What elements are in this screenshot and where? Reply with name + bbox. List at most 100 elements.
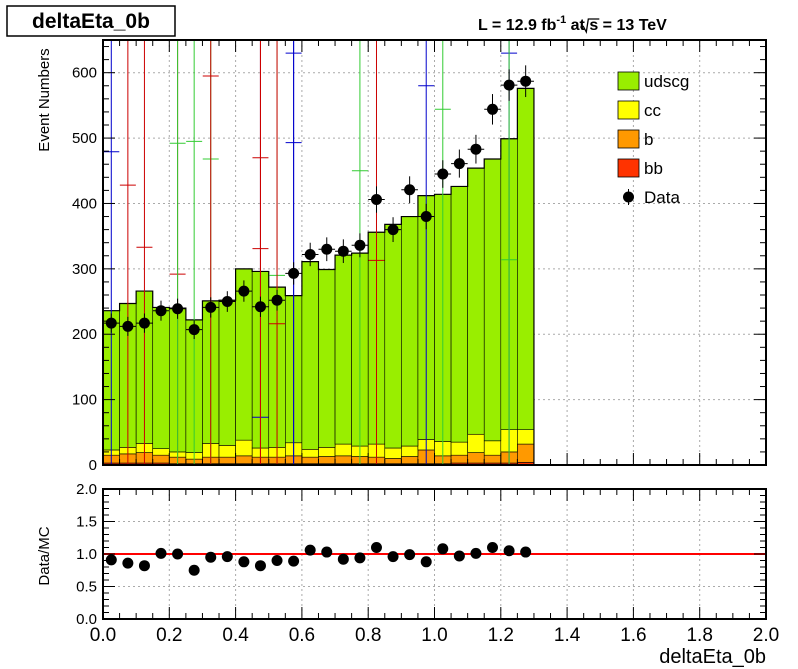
bar-b — [517, 443, 535, 463]
ratio-point — [205, 551, 217, 563]
data-point — [271, 294, 283, 306]
data-point — [404, 184, 416, 196]
bar-udscg — [334, 254, 352, 445]
legend-swatch-bb — [617, 158, 640, 178]
bar-cc — [235, 439, 253, 457]
ratio-point — [337, 553, 349, 565]
bar-b — [334, 455, 352, 464]
ratio-x-tick-label: 1.8 — [686, 625, 712, 646]
ratio-point — [238, 556, 250, 568]
legend-label-data: Data — [644, 188, 680, 207]
canvas-title-box: deltaEta_0b — [6, 5, 176, 37]
bar-cc — [152, 448, 170, 456]
ratio-point — [520, 546, 532, 558]
main-y-axis: 0 100 200 300 400 500 600 — [72, 46, 766, 474]
bar-udscg — [301, 261, 319, 450]
ratio-point — [288, 555, 300, 567]
bar-b — [218, 456, 236, 464]
bar-cc — [483, 440, 502, 456]
data-point — [138, 317, 150, 329]
bar-udscg — [218, 299, 236, 446]
legend-swatch-b — [617, 129, 640, 149]
main-y-tick-label: 100 — [72, 392, 97, 409]
main-y-tick-label: 600 — [72, 65, 97, 82]
data-point — [172, 303, 184, 315]
bar-b — [483, 454, 502, 464]
data-point — [354, 239, 366, 251]
data-point — [188, 324, 200, 336]
main-y-tick-label: 300 — [72, 261, 97, 278]
main-x-ticks — [102, 40, 767, 465]
bar-cc — [384, 447, 402, 459]
data-point — [370, 194, 382, 206]
bar-udscg — [384, 224, 402, 449]
ratio-y-axis: 0.0 0.5 1.0 1.5 2.0 — [76, 481, 766, 628]
ratio-point — [404, 549, 416, 561]
ratio-point — [453, 550, 465, 562]
main-pad: 0 100 200 300 400 500 600 Event Numbers udscg c… — [36, 39, 767, 474]
bar-b — [450, 454, 468, 464]
ratio-y-tick-label: 1.5 — [76, 514, 97, 531]
bar-b — [467, 452, 485, 464]
bar-udscg — [467, 167, 485, 435]
bar-udscg — [152, 307, 170, 449]
bar-cc — [450, 441, 468, 456]
bar-b — [384, 458, 402, 464]
ratio-point — [370, 542, 382, 553]
ratio-x-tick-label: 0.2 — [156, 625, 182, 646]
bar-cc — [301, 449, 319, 458]
data-point — [387, 224, 399, 236]
legend-label-udscg: udscg — [644, 72, 689, 91]
sqrt-arg: s — [589, 17, 598, 34]
bar-cc — [467, 433, 485, 453]
stack-total-outline — [102, 87, 535, 465]
ratio-point — [221, 551, 233, 563]
ratio-point — [188, 564, 200, 576]
main-y-tick-label: 0 — [89, 457, 97, 474]
bar-udscg — [517, 88, 535, 430]
data-point — [453, 158, 465, 170]
data-point — [288, 267, 300, 279]
ratio-point — [387, 551, 399, 563]
main-y-tick-label: 200 — [72, 326, 97, 343]
lumi-prefix: L = 12.9 fb — [478, 17, 557, 34]
data-point — [487, 103, 499, 115]
ratio-y-tick-label: 2.0 — [76, 481, 97, 498]
ratio-y-axis-label: Data/MC — [36, 526, 53, 585]
data-point — [470, 143, 482, 155]
data-point — [420, 211, 432, 223]
data-point — [122, 320, 134, 332]
bar-udscg — [450, 186, 468, 443]
data-point — [321, 243, 333, 255]
data-point — [221, 296, 233, 308]
ratio-x-tick-label: 1.2 — [488, 625, 514, 646]
ratio-pad: 0.0 0.5 1.0 1.5 2.0 0.0 0.2 0.4 0.6 0.8 1.0 1.2 1.4… — [36, 481, 779, 668]
bar-b — [235, 455, 253, 464]
ratio-y-tick-label: 0.5 — [76, 579, 97, 596]
bar-b — [301, 456, 319, 464]
ratio-point — [354, 552, 366, 564]
canvas-title: deltaEta_0b — [32, 10, 150, 33]
ratio-point — [321, 546, 333, 558]
mc-uncertainty-bars — [103, 40, 518, 465]
bar-cc — [401, 445, 419, 457]
ratio-point — [470, 547, 482, 559]
ratio-point — [503, 545, 515, 557]
ratio-x-tick-label: 1.4 — [554, 625, 581, 646]
ratio-point — [138, 560, 150, 572]
bar-udscg — [318, 269, 336, 448]
sqrt-sign — [580, 18, 600, 35]
data-point — [105, 317, 117, 329]
main-y-tick-label: 400 — [72, 195, 97, 212]
data-point — [337, 245, 349, 257]
ratio-y-tick-label: 0.0 — [76, 611, 97, 628]
bar-b — [401, 456, 419, 464]
ratio-point — [254, 560, 266, 572]
legend-label-bb: bb — [644, 159, 663, 178]
bar-cc — [517, 429, 535, 445]
ratio-point — [105, 554, 117, 566]
lumi-middle: at — [566, 17, 589, 34]
data-point — [304, 248, 316, 260]
data-point — [520, 75, 532, 87]
data-points — [103, 65, 534, 340]
